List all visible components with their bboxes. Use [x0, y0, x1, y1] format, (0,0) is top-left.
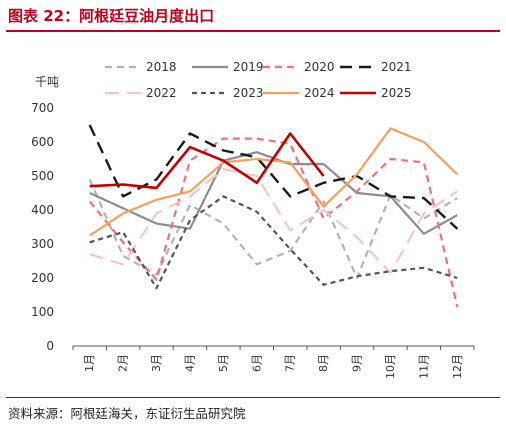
legend-item-2024: 2024: [263, 86, 335, 100]
legend-item-2022: 2022: [105, 86, 177, 100]
x-tick-label: 7月: [284, 354, 297, 372]
series-line-2024: [89, 127, 459, 237]
legend-label: 2022: [146, 86, 177, 100]
source-rule: [6, 397, 500, 398]
x-tick-label: 11月: [417, 354, 430, 379]
chart-title: 图表 22：阿根廷豆油月度出口: [8, 7, 215, 25]
source-note: 资料来源：阿根廷海关，东证衍生品研究院: [8, 406, 246, 421]
legend-label: 2025: [381, 86, 412, 100]
legend-label: 2024: [304, 86, 335, 100]
chart-legend: 2018 2019 2020 2021 2022 2023 2024 2025: [105, 60, 412, 100]
legend-label: 2020: [304, 60, 335, 74]
legend-item-2019: 2019: [192, 60, 264, 74]
x-tick-label: 6月: [250, 354, 263, 372]
series-line-2022: [89, 168, 458, 274]
legend-item-2023: 2023: [192, 86, 264, 100]
series-line-2023: [89, 195, 458, 290]
title-rule: [6, 30, 500, 32]
x-tick-label: 2月: [117, 354, 130, 372]
y-tick-label: 200: [31, 271, 54, 285]
y-axis-ticks: 0 100 200 300 400 500 600 700: [31, 101, 54, 353]
legend-item-2018: 2018: [105, 60, 177, 74]
x-tick-label: 8月: [317, 354, 330, 372]
legend-label: 2021: [381, 60, 412, 74]
series-line-2025: [89, 132, 325, 190]
y-tick-label: 400: [31, 203, 54, 217]
series-line-2019: [89, 151, 458, 235]
series-line-2021: [88, 124, 459, 230]
legend-label: 2018: [146, 60, 177, 74]
x-tick-label: 5月: [217, 354, 230, 372]
x-tick-label: 4月: [183, 354, 196, 372]
y-tick-label: 0: [46, 339, 54, 353]
x-tick-label: 3月: [150, 354, 163, 372]
x-tick-label: 1月: [83, 354, 96, 372]
legend-item-2025: 2025: [340, 86, 412, 100]
series-line-2018: [88, 178, 458, 280]
x-tick-label: 10月: [384, 354, 397, 379]
y-tick-label: 300: [31, 237, 54, 251]
y-tick-label: 600: [31, 135, 54, 149]
legend-item-2020: 2020: [263, 60, 335, 74]
x-tick-label: 12月: [451, 354, 464, 379]
chart: 2018 2019 2020 2021 2022 2023 2024 2025 千吨 0 100…: [31, 60, 475, 379]
legend-label: 2023: [233, 86, 264, 100]
y-tick-label: 700: [31, 101, 54, 115]
y-tick-label: 500: [31, 169, 54, 183]
x-axis: 1月 2月 3月 4月 5月 6月 7月 8月 9月 10月 11月 12月: [72, 345, 475, 379]
legend-item-2021: 2021: [340, 60, 412, 74]
y-axis-label: 千吨: [35, 75, 59, 89]
x-tick-label: 9月: [351, 354, 364, 372]
y-tick-label: 100: [31, 305, 54, 319]
series-lines: [88, 124, 459, 308]
series-line-2020: [88, 137, 459, 308]
legend-label: 2019: [233, 60, 264, 74]
